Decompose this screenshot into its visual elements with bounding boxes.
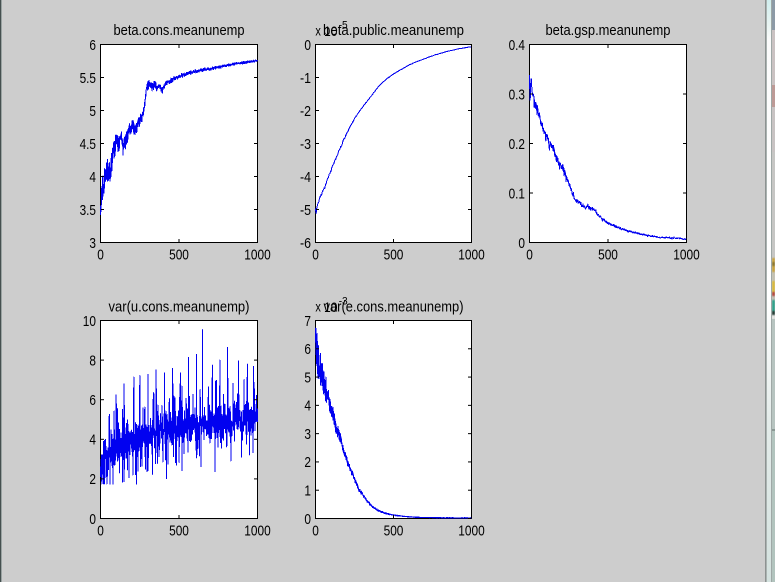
svg-text:0: 0 bbox=[97, 523, 104, 540]
svg-text:x: x bbox=[315, 299, 321, 315]
svg-text:-6: -6 bbox=[300, 235, 311, 252]
svg-text:-4: -4 bbox=[300, 169, 311, 186]
svg-text:1: 1 bbox=[304, 483, 311, 500]
svg-text:500: 500 bbox=[384, 523, 404, 540]
svg-text:500: 500 bbox=[169, 247, 189, 264]
svg-text:beta.gsp.meanunemp: beta.gsp.meanunemp bbox=[546, 22, 671, 39]
svg-text:-3: -3 bbox=[300, 136, 311, 153]
svg-text:4: 4 bbox=[89, 169, 96, 186]
svg-text:5: 5 bbox=[89, 103, 96, 120]
svg-text:500: 500 bbox=[598, 247, 618, 264]
svg-text:var(e.cons.meanunemp): var(e.cons.meanunemp) bbox=[324, 299, 464, 316]
svg-text:6: 6 bbox=[89, 37, 96, 54]
svg-text:0: 0 bbox=[304, 511, 311, 528]
svg-text:1000: 1000 bbox=[458, 523, 484, 540]
svg-text:5.5: 5.5 bbox=[80, 70, 96, 87]
svg-text:0.4: 0.4 bbox=[509, 37, 525, 54]
svg-text:7: 7 bbox=[304, 313, 311, 330]
svg-text:var(u.cons.meanunemp): var(u.cons.meanunemp) bbox=[109, 299, 250, 316]
svg-text:beta.public.meanunemp: beta.public.meanunemp bbox=[323, 22, 464, 39]
svg-text:-3: -3 bbox=[339, 296, 348, 308]
svg-text:0: 0 bbox=[304, 37, 311, 54]
svg-text:0: 0 bbox=[312, 523, 319, 540]
svg-text:10: 10 bbox=[324, 299, 338, 315]
svg-text:5: 5 bbox=[304, 369, 311, 386]
svg-text:8: 8 bbox=[89, 352, 96, 369]
svg-text:4.5: 4.5 bbox=[80, 136, 96, 153]
svg-text:-5: -5 bbox=[339, 20, 348, 32]
svg-text:6: 6 bbox=[89, 392, 96, 409]
svg-text:2: 2 bbox=[304, 454, 311, 471]
svg-text:x: x bbox=[315, 23, 321, 39]
svg-text:-1: -1 bbox=[300, 70, 311, 87]
svg-text:-2: -2 bbox=[300, 103, 311, 120]
svg-text:4: 4 bbox=[304, 398, 311, 415]
svg-text:0: 0 bbox=[97, 247, 104, 264]
svg-text:3.5: 3.5 bbox=[80, 202, 96, 219]
svg-text:500: 500 bbox=[169, 523, 189, 540]
svg-text:beta.cons.meanunemp: beta.cons.meanunemp bbox=[114, 22, 245, 39]
svg-text:1000: 1000 bbox=[673, 247, 699, 264]
svg-text:0: 0 bbox=[312, 247, 319, 264]
svg-text:0: 0 bbox=[89, 511, 96, 528]
svg-text:0.1: 0.1 bbox=[509, 185, 525, 202]
svg-text:6: 6 bbox=[304, 341, 311, 358]
svg-text:3: 3 bbox=[304, 426, 311, 443]
svg-text:10: 10 bbox=[324, 23, 338, 39]
svg-text:-5: -5 bbox=[300, 202, 311, 219]
svg-text:0: 0 bbox=[518, 235, 525, 252]
svg-text:2: 2 bbox=[89, 471, 96, 488]
svg-text:3: 3 bbox=[89, 235, 96, 252]
svg-text:1000: 1000 bbox=[458, 247, 484, 264]
svg-text:0: 0 bbox=[526, 247, 533, 264]
svg-text:10: 10 bbox=[83, 313, 96, 330]
svg-text:1000: 1000 bbox=[244, 523, 270, 540]
svg-text:500: 500 bbox=[384, 247, 404, 264]
svg-text:4: 4 bbox=[89, 432, 96, 449]
svg-text:0.2: 0.2 bbox=[509, 136, 525, 153]
svg-text:0.3: 0.3 bbox=[509, 86, 525, 103]
svg-text:1000: 1000 bbox=[244, 247, 270, 264]
